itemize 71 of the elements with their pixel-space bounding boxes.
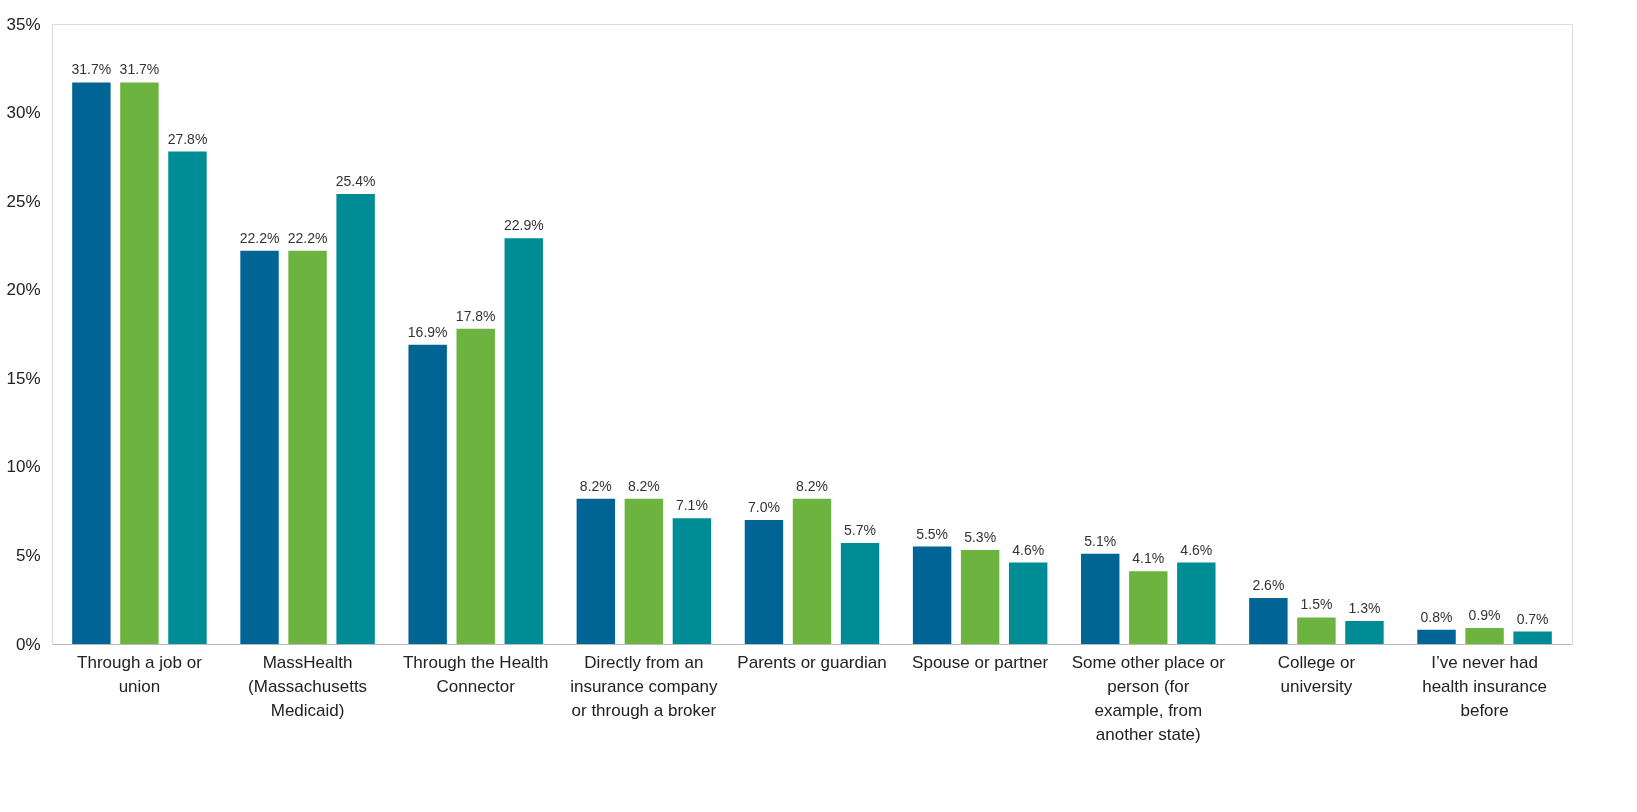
bar: [504, 238, 543, 644]
bar: [960, 550, 1000, 644]
bar: [1465, 628, 1504, 644]
x-tick-label: Parents or guardian: [737, 652, 887, 672]
bar: [408, 344, 447, 644]
bar: [168, 151, 207, 644]
y-tick-label: 10%: [6, 457, 41, 477]
bar: [792, 498, 832, 644]
y-tick-label: 0%: [15, 634, 41, 654]
data-label: 5.5%: [916, 525, 949, 542]
y-tick-label: 30%: [6, 103, 41, 123]
data-label: 27.8%: [167, 130, 208, 147]
data-label: 0.9%: [1468, 607, 1501, 624]
data-label: 31.7%: [119, 61, 160, 78]
data-label: 7.1%: [675, 497, 708, 514]
bar: [336, 194, 375, 644]
data-label: 5.7%: [844, 522, 876, 539]
bar: [1177, 562, 1216, 644]
data-label: 1.3%: [1348, 599, 1381, 616]
bar: [288, 250, 327, 644]
bar: [1345, 620, 1384, 644]
bar: [1249, 597, 1288, 644]
data-label: 1.5%: [1300, 596, 1333, 613]
bar: [456, 328, 495, 644]
data-label: 4.6%: [1012, 541, 1045, 558]
bar: [672, 518, 712, 644]
bar: [576, 498, 616, 644]
data-label: 4.1%: [1132, 550, 1165, 567]
data-label: 5.3%: [964, 529, 997, 546]
data-label: 25.4%: [335, 173, 376, 190]
y-tick-label: 5%: [15, 545, 41, 565]
data-label: 7.0%: [748, 499, 780, 515]
x-tick-label: College or university: [1277, 652, 1356, 696]
bar: [1129, 571, 1168, 644]
x-tick-label: Some other place or person (for example, from another state): [1071, 652, 1226, 744]
y-tick-label: 35%: [6, 14, 41, 34]
data-label: 0.8%: [1420, 608, 1453, 625]
bar: [1081, 553, 1120, 644]
bar: [1297, 617, 1336, 644]
data-label: 16.9%: [407, 323, 448, 340]
bar: [1008, 562, 1048, 644]
data-label: 31.7%: [71, 61, 112, 78]
y-tick-label: 25%: [6, 191, 41, 211]
data-label: 0.7%: [1516, 610, 1549, 627]
x-tick-label: Directly from an insurance company or through a broker: [570, 652, 719, 720]
bar: [840, 543, 880, 644]
data-label: 22.9%: [503, 217, 544, 234]
data-label: 8.2%: [627, 477, 660, 494]
data-label: 8.2%: [579, 477, 612, 494]
bar: [624, 498, 664, 644]
x-tick-label: Through the Health Connector: [402, 652, 549, 696]
x-tick-label: Spouse or partner: [912, 652, 1049, 672]
bar: [72, 82, 111, 644]
data-label: 4.6%: [1180, 541, 1213, 558]
bar: [744, 520, 784, 644]
x-tick-label: MassHealth (Massachusetts Medicaid): [248, 652, 368, 720]
y-tick-label: 15%: [6, 368, 41, 388]
x-tick-label: Through a job or union: [77, 652, 203, 696]
bar: [1513, 631, 1552, 644]
data-label: 8.2%: [796, 477, 828, 494]
data-label: 2.6%: [1252, 576, 1285, 593]
data-label: 5.1%: [1084, 532, 1117, 549]
x-tick-label: I’ve never had health insurance before: [1422, 652, 1547, 720]
bar: [912, 546, 952, 644]
data-label: 22.2%: [287, 229, 328, 246]
bar: [240, 250, 279, 644]
bar: [120, 82, 159, 644]
y-tick-label: 20%: [6, 280, 41, 300]
data-label: 22.2%: [239, 229, 280, 246]
data-label: 17.8%: [455, 307, 496, 324]
bar: [1417, 629, 1456, 644]
